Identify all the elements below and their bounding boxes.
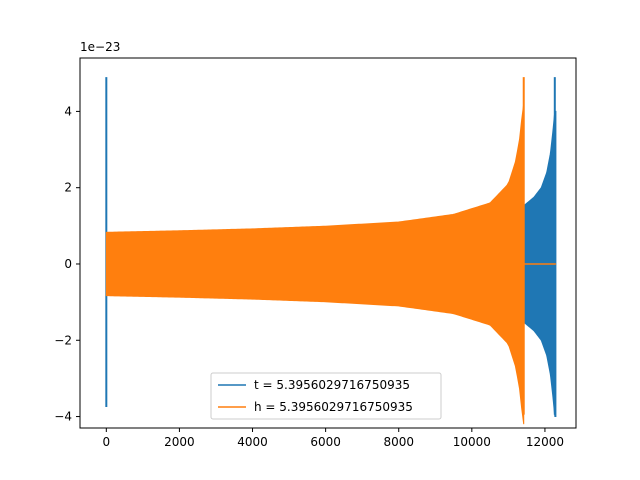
y-tick-label: −2	[54, 333, 72, 347]
y-tick-label: 2	[64, 181, 72, 195]
x-tick-label: 4000	[237, 435, 268, 449]
x-tick-label: 0	[102, 435, 110, 449]
y-offset-label: 1e−23	[80, 40, 120, 54]
x-tick-label: 10000	[453, 435, 491, 449]
x-tick-label: 12000	[526, 435, 564, 449]
y-tick-label: −4	[54, 410, 72, 424]
series-layer	[105, 77, 557, 425]
legend-label-t: t = 5.3956029716750935	[254, 378, 410, 392]
x-tick-label: 6000	[310, 435, 341, 449]
x-axis: 0 2000 4000 6000 8000 10000 12000	[102, 428, 564, 449]
plot-frame	[79, 57, 577, 429]
x-tick-label: 8000	[383, 435, 414, 449]
series-h-band	[105, 103, 525, 425]
legend-box	[210, 372, 442, 420]
y-tick-label: 4	[64, 104, 72, 118]
y-axis: −4 −2 0 2 4	[54, 104, 80, 424]
series-h	[105, 77, 556, 425]
x-tick-label: 2000	[164, 435, 195, 449]
legend-label-h: h = 5.3956029716750935	[254, 400, 413, 414]
legend: t = 5.3956029716750935 h = 5.39560297167…	[210, 372, 442, 420]
y-tick-label: 0	[64, 257, 72, 271]
